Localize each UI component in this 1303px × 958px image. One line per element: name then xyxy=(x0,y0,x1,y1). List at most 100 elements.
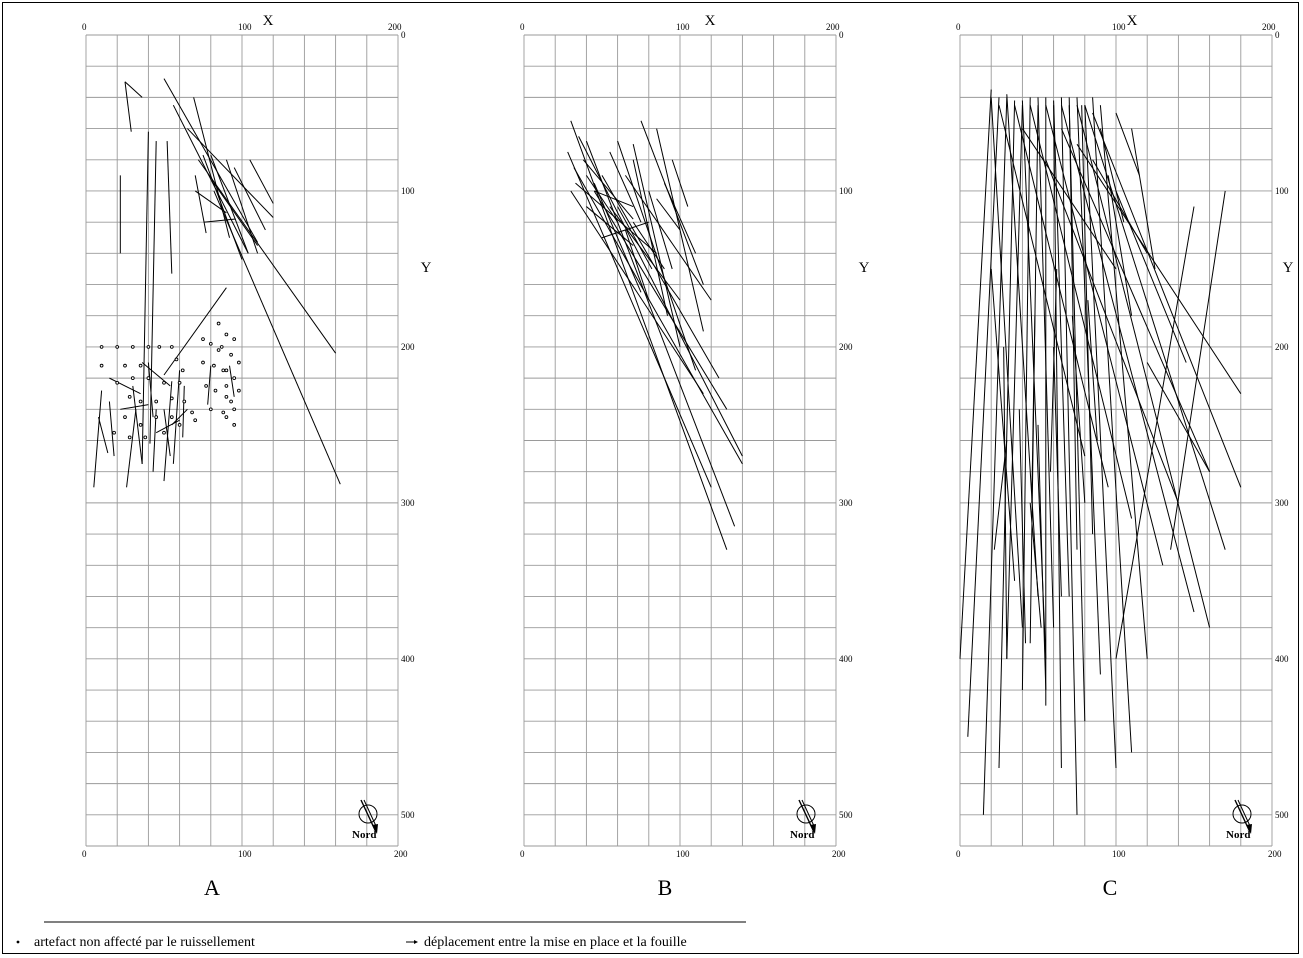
displacement-line xyxy=(207,365,212,405)
displacement-line xyxy=(1006,94,1039,597)
displacement-line xyxy=(194,190,227,214)
displacement-line xyxy=(172,370,181,464)
displacement-line xyxy=(1099,128,1125,223)
y-tick: 400 xyxy=(401,654,415,664)
artefact-dot xyxy=(193,418,198,423)
displacement-line xyxy=(959,89,992,659)
artefact-dot xyxy=(224,384,229,388)
artefact-dot xyxy=(130,345,135,349)
displacement-line xyxy=(1053,346,1062,597)
displacement-line xyxy=(1053,100,1070,597)
displacement-line xyxy=(1087,300,1098,441)
displacement-line xyxy=(570,190,704,394)
panel-b-displacements xyxy=(567,120,743,550)
artefact-dot xyxy=(204,384,208,388)
y-tick: 400 xyxy=(839,654,853,664)
artefact-dot xyxy=(99,345,104,349)
y-tick: 300 xyxy=(1275,498,1289,508)
artefact-dot xyxy=(216,321,221,326)
displacement-line xyxy=(656,198,681,231)
displacement-line xyxy=(1031,315,1036,503)
artefact-dot xyxy=(212,363,216,368)
y-tick: 400 xyxy=(1275,654,1289,664)
artefact-dot xyxy=(229,352,233,357)
north-arrow-head xyxy=(1246,824,1252,834)
displacement-line xyxy=(213,182,259,246)
artefact-dot xyxy=(190,410,194,415)
displacement-line xyxy=(1146,362,1211,472)
legend-dot-label: artefact non affecté par le ruissellemen… xyxy=(34,935,255,950)
displacement-line xyxy=(152,409,157,472)
panel-label-b: B xyxy=(658,875,673,900)
panel-c-displacements xyxy=(959,89,1242,815)
displacement-line xyxy=(663,182,697,254)
x-tick-top: 100 xyxy=(238,22,252,32)
artefact-dot xyxy=(229,399,233,404)
artefact-dot xyxy=(99,363,104,368)
displacement-line xyxy=(617,140,697,371)
displacement-line xyxy=(601,175,720,379)
artefact-dot xyxy=(138,423,143,427)
displacement-line xyxy=(1092,112,1242,488)
y-tick: 0 xyxy=(1275,30,1280,40)
displacement-line xyxy=(1018,409,1027,644)
displacement-line xyxy=(567,151,712,488)
displacement-line xyxy=(609,206,681,301)
artefact-dot xyxy=(138,399,143,404)
displacement-line xyxy=(120,404,149,410)
artefact-dot xyxy=(201,360,205,365)
y-tick: 100 xyxy=(839,186,853,196)
displacement-line xyxy=(632,221,665,270)
displacement-line xyxy=(1049,268,1058,472)
displacement-line xyxy=(632,144,681,348)
x-axis-title: X xyxy=(263,13,274,29)
x-axis-title: X xyxy=(1127,13,1138,29)
north-arrow-icon: Nord xyxy=(790,799,816,841)
displacement-line xyxy=(640,120,704,285)
artefact-dot xyxy=(201,337,205,341)
x-tick-bottom: 0 xyxy=(520,849,525,859)
artefact-dot xyxy=(162,380,166,385)
y-tick: 300 xyxy=(839,498,853,508)
displacement-line xyxy=(194,175,207,234)
displacement-line xyxy=(1092,97,1133,753)
artefact-dot xyxy=(208,341,213,346)
displacement-line xyxy=(193,97,231,238)
displacement-line xyxy=(998,100,1016,769)
legend-arrow-label: déplacement entre la mise en place et la… xyxy=(424,935,687,950)
displacement-line xyxy=(163,381,173,482)
artefact-dot xyxy=(213,388,218,393)
artefact-dot xyxy=(224,415,229,419)
x-tick-bottom: 200 xyxy=(394,849,408,859)
displacement-line xyxy=(1099,105,1148,659)
displacement-line xyxy=(1084,105,1226,550)
artefact-dot xyxy=(224,332,229,337)
displacement-line xyxy=(1006,105,1023,659)
artefact-dot xyxy=(221,368,226,373)
artefact-dot xyxy=(221,410,226,415)
artefact-dot xyxy=(169,345,174,349)
displacement-line xyxy=(108,401,115,457)
panel-a-displacements xyxy=(93,78,341,488)
y-tick: 500 xyxy=(401,810,415,820)
artefact-dot xyxy=(143,435,148,440)
north-arrow-circle xyxy=(796,804,816,824)
displacement-line xyxy=(1107,175,1133,316)
panel-b-grid xyxy=(523,34,837,847)
displacement-line xyxy=(126,409,137,488)
artefact-dot xyxy=(162,430,166,435)
artefact-dot xyxy=(232,337,237,341)
x-tick-bottom: 100 xyxy=(676,849,690,859)
north-arrow-head xyxy=(372,824,378,834)
displacement-line xyxy=(656,128,704,332)
artefact-dot xyxy=(232,407,237,412)
x-tick-bottom: 200 xyxy=(1268,849,1282,859)
displacement-line xyxy=(204,218,236,223)
artefact-dot xyxy=(237,388,241,393)
artefact-dot xyxy=(123,415,127,419)
artefact-dot xyxy=(127,394,132,399)
displacement-line xyxy=(97,416,109,454)
